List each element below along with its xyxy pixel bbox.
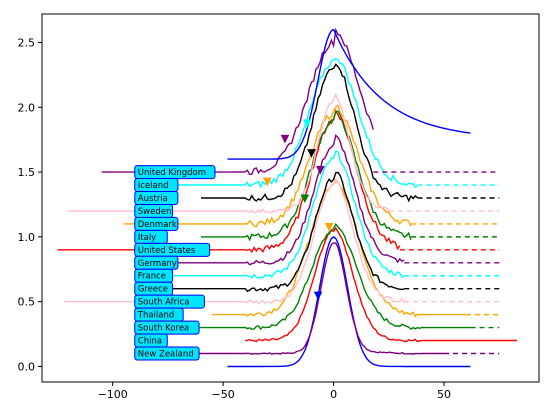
- marker-series-15: [280, 134, 290, 144]
- label-box-new-zealand: [134, 346, 200, 361]
- label-text-france: France: [138, 272, 166, 282]
- label-denmark: Denmark: [134, 216, 179, 231]
- marker-denmark: [300, 194, 310, 204]
- series-line-greece: [64, 177, 405, 305]
- label-new-zealand: New Zealand: [134, 346, 200, 361]
- marker-united-states: [316, 165, 325, 175]
- label-text-china: China: [138, 337, 162, 347]
- marker-austria: [307, 149, 316, 158]
- marker-united-kingdom: [302, 119, 312, 128]
- label-france: France: [134, 268, 174, 283]
- label-text-sweden: Sweden: [138, 207, 172, 217]
- label-text-south-korea: South Korea: [138, 324, 190, 334]
- label-china: China: [134, 333, 168, 348]
- x-tick-label: 0: [330, 388, 337, 401]
- label-text-united-kingdom: United Kingdom: [138, 168, 206, 178]
- series-line-germany: [156, 150, 405, 279]
- series-line-new-zealand: [227, 236, 471, 368]
- label-iceland: Iceland: [134, 178, 179, 193]
- x-ticks: −100 −50 0 50: [98, 382, 451, 401]
- label-united-kingdom: United Kingdom: [134, 165, 216, 180]
- marker-new-zealand: [313, 291, 323, 301]
- country-labels: United Kingdom Iceland Austria Sweden Denmar…: [134, 165, 216, 361]
- label-text-thailand: Thailand: [137, 311, 175, 321]
- label-austria: Austria: [134, 191, 179, 205]
- x-tick-label: −50: [212, 388, 235, 401]
- label-box-south-korea: [134, 320, 200, 335]
- x-tick-label: −100: [98, 388, 128, 401]
- label-south-korea: South Korea: [134, 320, 200, 335]
- y-tick-label: 2.5: [18, 37, 36, 50]
- series-line-denmark: [201, 110, 412, 242]
- label-text-new-zealand: New Zealand: [138, 349, 194, 359]
- series-line-south-korea: [245, 226, 517, 343]
- series-line-iceland: [68, 92, 390, 214]
- label-text-iceland: Iceland: [138, 181, 169, 191]
- label-text-united-states: United States: [138, 246, 196, 256]
- label-italy: Italy: [134, 229, 168, 244]
- label-text-germany: Germany: [138, 259, 177, 269]
- y-tick-label: 0.0: [18, 360, 36, 373]
- label-united-states: United States: [134, 242, 211, 257]
- label-text-italy: Italy: [138, 233, 156, 243]
- series-line-italy: [57, 109, 401, 254]
- y-tick-label: 0.5: [18, 296, 36, 309]
- y-tick-label: 1.5: [18, 166, 36, 179]
- label-thailand: Thailand: [134, 307, 184, 322]
- label-sweden: Sweden: [134, 203, 174, 218]
- label-greece: Greece: [134, 281, 174, 296]
- marker-sweden: [262, 177, 272, 187]
- label-south-africa: South Africa: [134, 294, 205, 309]
- series-line-france: [156, 171, 405, 293]
- x-tick-label: 50: [437, 388, 451, 401]
- series-line-united-kingdom: [156, 57, 418, 189]
- series-line-thailand: [145, 222, 471, 331]
- label-germany: Germany: [134, 255, 179, 270]
- label-text-greece: Greece: [138, 285, 168, 295]
- y-ticks: 0.0 0.5 1.0 1.5 2.0 2.5: [18, 37, 42, 373]
- plot-frame: [41, 13, 540, 383]
- series-line-united-states: [145, 134, 405, 266]
- markers: [262, 119, 334, 301]
- label-text-austria: Austria: [138, 194, 168, 204]
- label-text-denmark: Denmark: [138, 220, 177, 230]
- dashed-baselines: [373, 171, 500, 355]
- y-tick-label: 2.0: [18, 101, 36, 114]
- y-tick-label: 1.0: [18, 231, 36, 244]
- series-line-series-16: [227, 28, 471, 160]
- label-text-south-africa: South Africa: [138, 298, 190, 308]
- marker-south-africa: [324, 223, 334, 232]
- series-line-austria: [201, 63, 418, 203]
